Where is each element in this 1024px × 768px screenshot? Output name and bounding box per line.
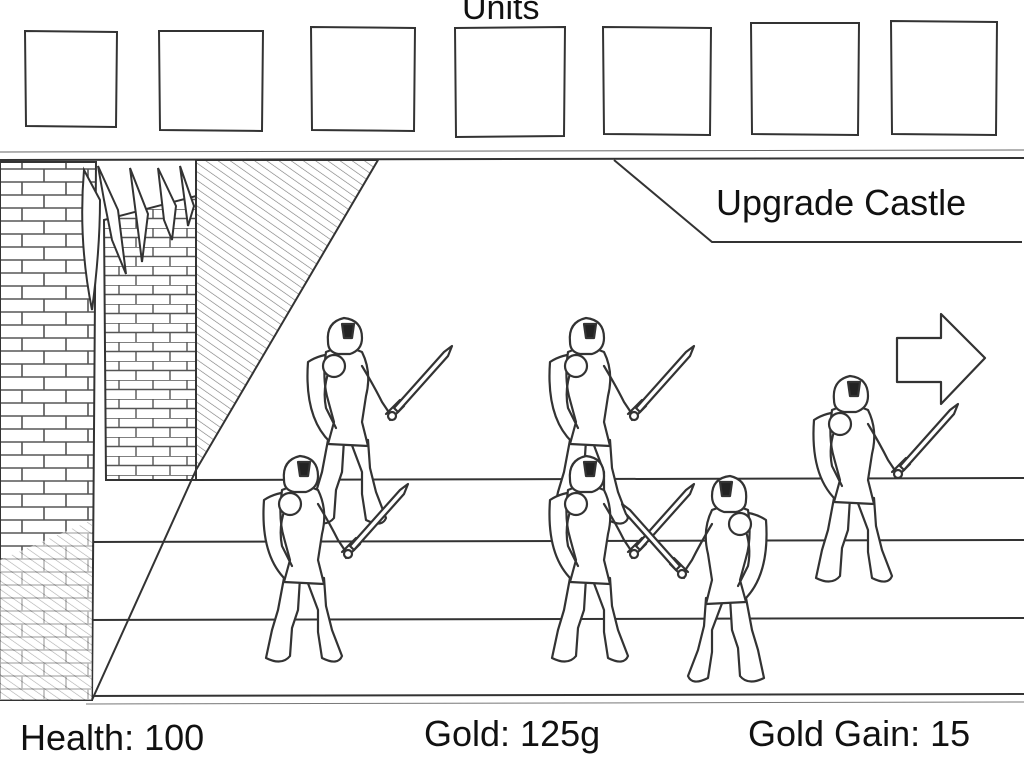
unit-slot[interactable]	[889, 19, 999, 137]
health-stat: Health: 100	[20, 717, 205, 758]
slot-frame	[601, 25, 713, 137]
slot-frame	[23, 29, 119, 129]
advance-button[interactable]	[893, 310, 989, 408]
unit-slot[interactable]	[601, 25, 713, 137]
unit-slot[interactable]	[157, 30, 265, 133]
slot-frame	[453, 25, 567, 139]
knight-unit	[306, 316, 454, 525]
gold-stat: Gold: 125g	[424, 713, 601, 754]
slot-frame	[749, 22, 861, 137]
slot-frame	[309, 25, 417, 133]
upgrade-castle-frame	[613, 159, 1022, 243]
gold-gain-stat: Gold Gain: 15	[748, 713, 971, 754]
slot-frame	[889, 19, 999, 137]
arrow-right-icon	[895, 312, 987, 406]
castle	[0, 159, 380, 701]
unit-slot[interactable]	[453, 25, 567, 139]
knight-unit	[620, 474, 768, 683]
slot-frame	[157, 30, 265, 133]
units-title: Units	[462, 0, 540, 27]
upgrade-castle-button[interactable]: Upgrade Castle	[716, 182, 967, 223]
unit-slot[interactable]	[23, 29, 119, 129]
unit-slot[interactable]	[749, 22, 861, 137]
unit-slot[interactable]	[309, 25, 417, 133]
